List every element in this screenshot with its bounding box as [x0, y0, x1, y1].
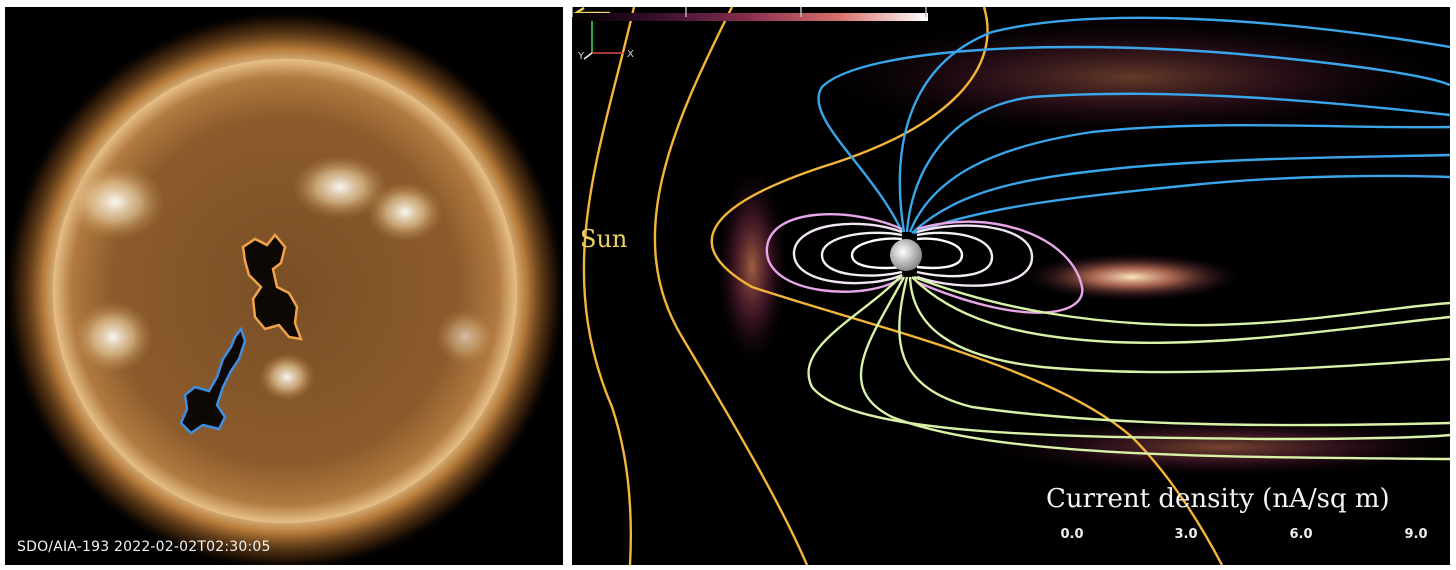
closed-field-lines	[765, 213, 1084, 314]
tail-current-glow	[1022, 253, 1242, 301]
image-caption: SDO/AIA-193 2022-02-02T02:30:05	[17, 539, 271, 555]
active-region	[367, 182, 443, 242]
earth-sphere	[890, 239, 922, 271]
sun-direction-label: Sun	[580, 225, 628, 253]
current-sheet-glow	[982, 417, 1450, 477]
coronal-hole-orange-contour	[241, 233, 303, 341]
colorbar-tick-labels: 0.0 3.0 6.0 9.0	[1050, 527, 1430, 547]
colorbar-gradient	[572, 13, 928, 21]
open-north-field-lines	[817, 16, 1450, 235]
current-sheet-glow	[812, 17, 1450, 137]
active-region	[259, 353, 315, 401]
open-south-field-lines	[807, 274, 1450, 461]
active-region	[73, 301, 153, 373]
active-region	[292, 155, 388, 219]
sdo-aia-image-panel: SDO/AIA-193 2022-02-02T02:30:05	[5, 7, 563, 565]
active-region	[435, 309, 495, 365]
interplanetary-field-lines	[582, 7, 1224, 565]
colorbar	[572, 7, 928, 21]
magnetopause-current-glow	[716, 167, 788, 367]
colorbar-tick: 6.0	[1289, 527, 1313, 542]
sun-image	[5, 9, 563, 565]
coronal-hole-blue-contour	[179, 326, 247, 435]
colorbar-title: Current density (nA/sq m)	[1046, 484, 1390, 514]
magnetosphere-plot	[582, 7, 1450, 565]
magnetosphere-simulation-panel: Sun Z Y X Current density (nA/sq m) 0.0 …	[572, 7, 1450, 565]
colorbar-tick: 0.0	[1060, 527, 1084, 542]
active-region	[65, 164, 165, 240]
colorbar-tick: 9.0	[1404, 527, 1428, 542]
axis-x-label: X	[627, 49, 634, 60]
axis-y-label: Y	[577, 51, 585, 62]
colorbar-tick: 3.0	[1174, 527, 1198, 542]
